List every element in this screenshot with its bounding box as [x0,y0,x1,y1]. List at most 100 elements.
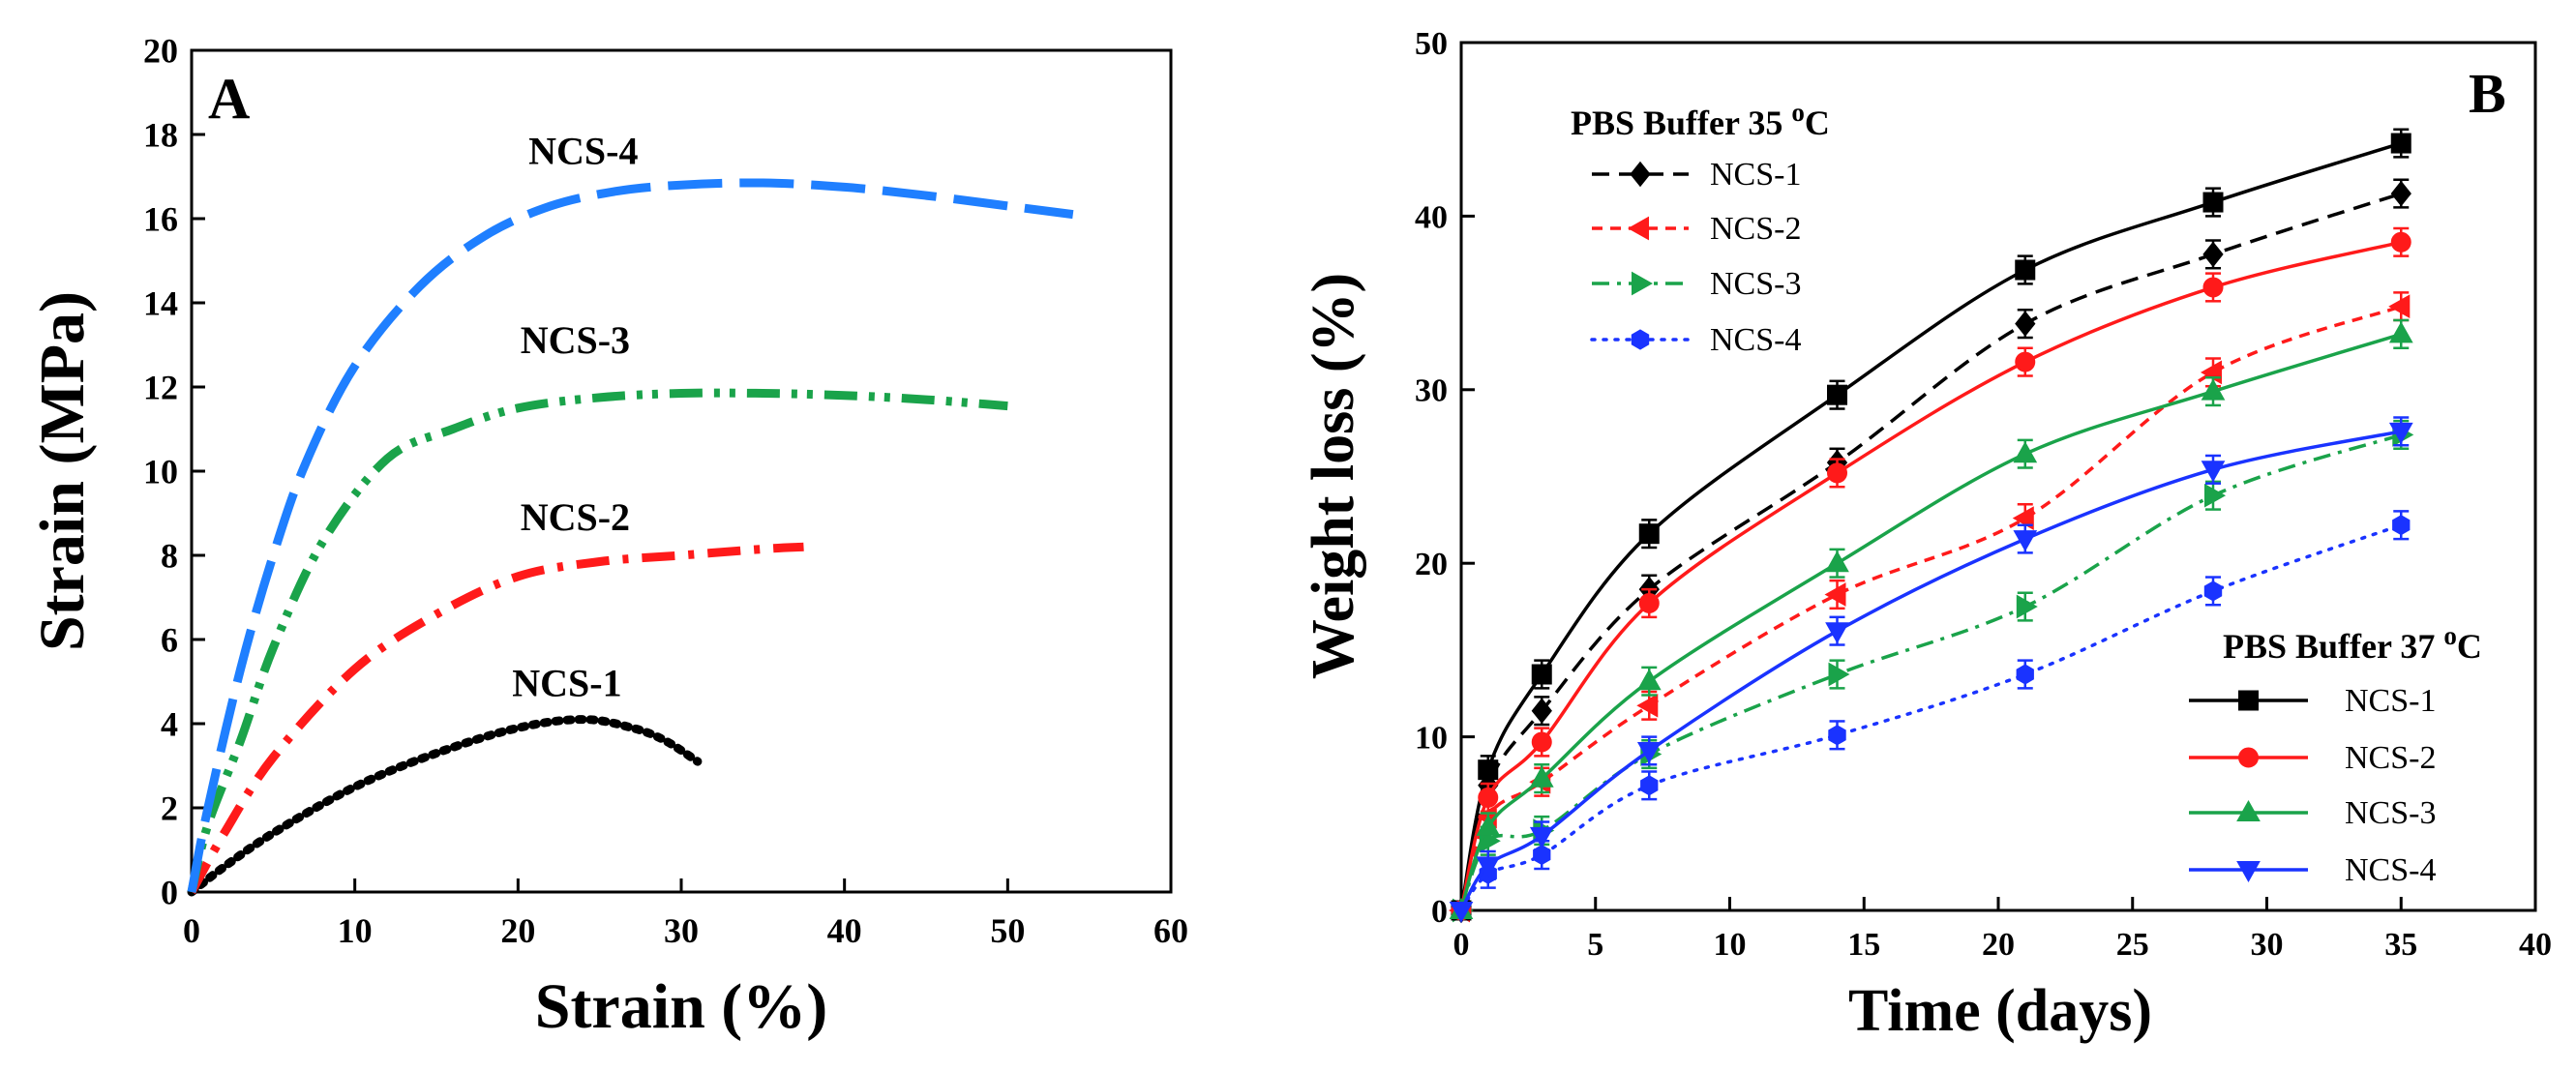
legend-title-text: PBS Buffer 35 [1571,104,1791,142]
legend-marker-ncs-1-35c [1630,161,1651,188]
legend-marker-ncs-4-35c [1631,329,1650,350]
panel-b-x-axis-label: Time (days) [1848,978,2152,1044]
panel-a-x-tick-label: 0 [183,911,200,950]
panel-b-point-ncs-4-35c [2016,664,2034,685]
legend-label-ncs-1-35c: NCS-1 [1710,157,1801,193]
legend-title-degree: o [1791,98,1805,127]
panel-b-point-ncs-4-35c [2392,515,2411,536]
panel-b-point-ncs-2-35c [1636,693,1659,718]
panel-b-y-tick-label: 0 [1431,894,1448,930]
panel-b-point-ncs-2-37c [1478,787,1499,808]
panel-a-y-tick-label: 2 [161,789,178,828]
panel-b-point-ncs-3-37c [1825,550,1849,573]
legend-marker-ncs-3-35c [1632,271,1654,296]
panel-b-point-ncs-1-37c [1531,664,1552,685]
panel-a-x-axis: 0 10 20 30 40 50 60 [183,878,1188,950]
panel-a-series-ncs-1 [187,715,703,897]
panel-b-point-ncs-2-35c [1824,582,1846,607]
panel-b-point-ncs-1-37c [1638,523,1660,545]
panel-b-point-ncs-4-37c [1529,826,1554,848]
legend-label-ncs-1-37c: NCS-1 [2345,683,2436,719]
panel-a-curve-label-ncs-2: NCS-2 [521,495,630,539]
panel-b-x-tick-label: 20 [1982,927,2015,963]
panel-a-y-tick-label: 12 [143,369,178,407]
panel-b-point-ncs-1-35c [1531,698,1552,725]
panel-b-y-tick-label: 20 [1415,547,1448,582]
legend-marker-ncs-4-37c [2236,861,2261,883]
panel-a-y-tick-label: 10 [143,453,178,491]
panel-a-x-tick-label: 20 [500,911,535,950]
legend-title-degree: o [2443,621,2457,650]
panel-b-point-ncs-2-37c [1531,731,1552,753]
panel-a-curve-labels: NCS-4 NCS-3 NCS-2 NCS-1 [512,129,638,704]
legend-label-ncs-4-35c: NCS-4 [1710,322,1801,358]
panel-b-point-ncs-1-35c [2390,180,2411,207]
panel-a-curve-label-ncs-4: NCS-4 [528,129,638,172]
panel-b-legend-title-37c: PBS Buffer 37 oC [2223,621,2482,666]
panel-a-x-tick-label: 40 [827,911,862,950]
legend-label-ncs-3-37c: NCS-3 [2345,795,2436,831]
panel-b-point-ncs-3-35c [2204,483,2227,508]
panel-a-x-axis-label: Strain (%) [535,971,827,1042]
panel-a-y-tick-label: 4 [161,705,178,744]
panel-b-x-tick-label: 35 [2384,927,2417,963]
panel-a-curve-label-ncs-3: NCS-3 [521,318,630,362]
panel-a-y-tick-label: 18 [143,116,178,155]
legend-label-ncs-2-37c: NCS-2 [2345,740,2436,776]
panel-b-y-axis: 0 10 20 30 40 50 [1415,26,1475,930]
panel-b-point-ncs-3-37c [2201,378,2226,401]
panel-a-series-ncs-3 [187,388,1008,894]
panel-b-series-ncs-2-35c [1459,305,2402,911]
panel-b-point-ncs-4-35c [1640,775,1659,796]
panel-b-series-ncs-4-35c [1459,522,2404,912]
panel-b-point-ncs-2-37c [2202,277,2224,298]
panel-b-point-ncs-4-37c [2201,461,2226,483]
panel-b-point-ncs-1-37c [2202,192,2224,213]
panel-b-point-ncs-3-37c [1529,765,1554,788]
panel-b-series-ncs-1-37c [1459,141,2402,911]
panel-b-label: B [2469,62,2506,125]
panel-a-curve-label-ncs-1: NCS-1 [512,662,621,705]
panel-b-series-group [1448,128,2414,924]
panel-b-point-ncs-3-35c [1828,662,1850,687]
legend-title-text: PBS Buffer 37 [2223,627,2443,666]
panel-b-x-tick-label: 10 [1714,927,1747,963]
legend-marker-ncs-3-37c [2236,799,2261,821]
panel-b-point-ncs-4-37c [1825,622,1849,644]
panel-b-y-tick-label: 10 [1415,721,1448,757]
panel-b-y-tick-label: 40 [1415,199,1448,235]
panel-b-point-ncs-3-37c [1636,669,1662,691]
panel-a-y-axis: 0 2 4 6 8 10 12 14 16 18 20 [143,32,205,912]
panel-b-legend-title-35c: PBS Buffer 35 oC [1571,98,1830,142]
legend-marker-ncs-1-37c [2238,690,2259,711]
panel-b-x-tick-label: 40 [2519,927,2552,963]
panel-b-point-ncs-1-35c [2202,241,2224,268]
panel-b-point-ncs-3-37c [2388,321,2413,343]
legend-marker-ncs-2-37c [2238,747,2259,768]
panel-b-point-ncs-2-35c [2388,294,2411,319]
panel-b-point-ncs-4-37c [1476,856,1501,878]
panel-b-y-tick-label: 30 [1415,373,1448,409]
panel-b-point-ncs-1-37c [2390,133,2411,154]
panel-a-y-tick-label: 20 [143,32,178,71]
panel-b-x-tick-label: 30 [2251,927,2284,963]
panel-b-point-ncs-4-37c [1636,742,1662,764]
panel-b-point-ncs-2-37c [2390,231,2411,253]
panel-b-x-tick-label: 15 [1847,927,1880,963]
panel-b-x-tick-label: 25 [2116,927,2149,963]
panel-a-y-tick-label: 14 [143,284,178,323]
panel-b-legends: PBS Buffer 35 oC NCS-1 NCS-2 NCS-3 NCS-4 PBS … [1571,98,2482,888]
panel-b-point-ncs-4-35c [2203,580,2223,602]
panel-b-point-ncs-1-37c [1827,384,1847,405]
panel-b-chart: B 0 5 10 15 20 25 30 35 40 0 10 20 30 40 50 PBS Buffe… [1301,26,2552,1044]
panel-a-x-tick-label: 10 [338,911,373,950]
panel-b-y-tick-label: 50 [1415,26,1448,62]
panel-a-x-tick-label: 50 [990,911,1025,950]
legend-label-ncs-3-35c: NCS-3 [1710,266,1801,302]
panel-b-point-ncs-1-35c [2015,311,2036,337]
panel-b-point-ncs-2-37c [1827,462,1847,484]
panel-a-x-tick-label: 30 [664,911,699,950]
panel-b-x-axis: 0 5 10 15 20 25 30 35 40 [1453,897,2552,963]
